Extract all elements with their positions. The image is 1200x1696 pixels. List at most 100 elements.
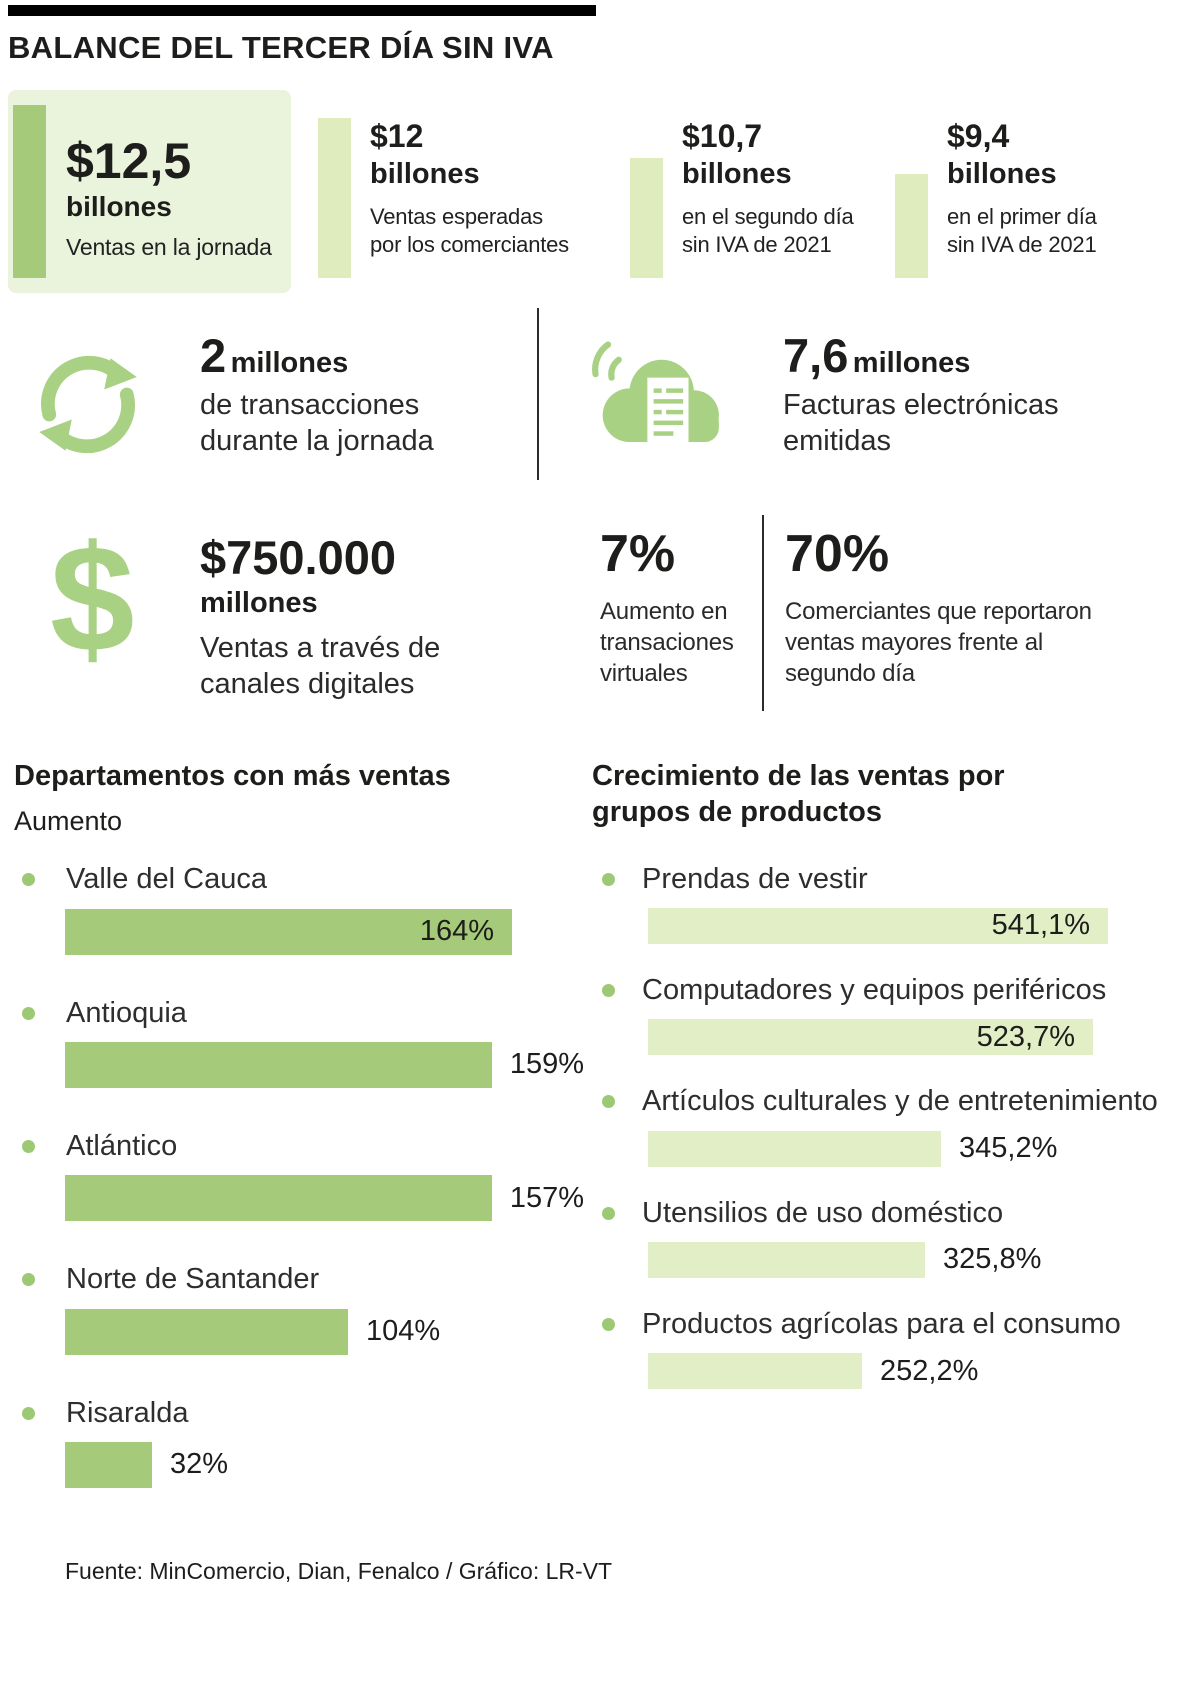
category-label: Computadores y equipos periféricos (642, 973, 1107, 1006)
value-bar (648, 1353, 862, 1390)
sync-arrows-icon (18, 342, 158, 472)
value-label: 541,1% (991, 909, 1090, 942)
category-label: Valle del Cauca (66, 863, 267, 896)
transactions-desc: de transacciones durante la jornada (200, 389, 434, 458)
category-label: Artículos culturales y de entretenimient… (642, 1085, 1158, 1118)
bullet-icon (602, 872, 615, 886)
transactions-stat: 2 millones de transacciones durante la j… (200, 332, 530, 460)
stat-value: $10,7 (682, 118, 763, 154)
stat-ventas-esperadas: $12 billones Ventas esperadas por los co… (318, 90, 583, 293)
chart-row: Antioquia 159% (14, 997, 584, 1088)
bullet-icon (602, 1317, 615, 1331)
stat-bar-icon (895, 174, 928, 278)
bullet-icon (602, 983, 615, 997)
bullet-icon (22, 1139, 35, 1153)
source-credit: Fuente: MinComercio, Dian, Fenalco / Grá… (65, 1558, 613, 1584)
digital-sales-unit: millones (200, 587, 318, 619)
stat-bar-icon (318, 118, 351, 278)
divider (762, 515, 764, 711)
digital-sales-stat: $750.000 millones Ventas a través de can… (200, 534, 530, 703)
stat-desc: Ventas esperadas por los comerciantes (370, 204, 569, 257)
stat-bar-icon (13, 105, 46, 278)
chart-row: Atlántico 157% (14, 1129, 584, 1222)
invoices-desc: Facturas electrónicas emitidas (783, 389, 1059, 458)
chart-row: Artículos culturales y de entretenimient… (592, 1085, 1192, 1167)
virtual-transactions-desc: Aumento en transaciones virtuales (600, 598, 734, 688)
bullet-icon (22, 1006, 35, 1020)
top-rule (8, 5, 596, 16)
value-bar: 523,7% (648, 1019, 1093, 1056)
chart-row: Valle del Cauca 164% (14, 863, 584, 955)
value-label: 164% (419, 915, 494, 948)
chart-row: Norte de Santander 104% (14, 1263, 584, 1355)
merchants-report-desc: Comerciantes que reportaron ventas mayor… (785, 598, 1092, 688)
value-label: 159% (509, 1048, 584, 1081)
stat-ventas-jornada: $12,5 billones Ventas en la jornada (8, 90, 291, 293)
chart-title: Crecimiento de las ventas por grupos de … (592, 760, 1005, 829)
value-label: 325,8% (943, 1243, 1042, 1276)
stat-desc: en el primer día sin IVA de 2021 (947, 204, 1097, 257)
divider (537, 308, 539, 480)
chart-row: Prendas de vestir 541,1% (592, 863, 1192, 944)
value-label: 523,7% (976, 1020, 1075, 1053)
chart-title: Departamentos con más ventas (14, 760, 451, 792)
bullet-icon (602, 1095, 615, 1109)
stat-desc: Ventas en la jornada (66, 234, 272, 260)
virtual-transactions-value: 7% (600, 525, 676, 583)
chart-row: Computadores y equipos periféricos 523,7% (592, 973, 1192, 1056)
stat-value: $9,4 (947, 118, 1010, 154)
category-label: Productos agrícolas para el consumo (642, 1307, 1121, 1340)
stat-value: $12 (370, 118, 424, 154)
digital-sales-value: $750.000 (200, 531, 397, 584)
transactions-value: 2 (200, 329, 227, 382)
stat-unit: billones (682, 158, 792, 190)
stat-unit: billones (370, 158, 480, 190)
chart-product-groups: Crecimiento de las ventas por grupos de … (592, 758, 1192, 1419)
bullet-icon (22, 1406, 35, 1420)
chart-row: Productos agrícolas para el consumo 252,2… (592, 1307, 1192, 1390)
value-label: 157% (509, 1181, 584, 1214)
chart-row: Risaralda 32% (14, 1397, 584, 1488)
virtual-transactions-stat: 7% Aumento en transaciones virtuales (600, 528, 760, 690)
value-label: 345,2% (959, 1132, 1058, 1165)
stat-desc: en el segundo día sin IVA de 2021 (682, 204, 854, 257)
value-bar: 164% (65, 908, 512, 955)
digital-sales-desc: Ventas a través de canales digitales (200, 632, 441, 701)
stat-primer-dia: $9,4 billones en el primer día sin IVA d… (895, 90, 1155, 293)
value-label: 104% (366, 1315, 441, 1348)
dollar-sign-icon: $ (50, 514, 135, 684)
chart-row: Utensilios de uso doméstico 325,8% (592, 1197, 1192, 1278)
stat-unit: billones (66, 191, 172, 222)
merchants-report-stat: 70% Comerciantes que reportaron ventas m… (785, 528, 1105, 690)
invoices-value: 7,6 (783, 329, 849, 382)
value-bar (65, 1175, 492, 1222)
invoices-unit: millones (852, 347, 971, 379)
value-bar (65, 1308, 348, 1355)
bullet-icon (22, 1273, 35, 1287)
value-bar: 541,1% (648, 907, 1108, 944)
category-label: Atlántico (66, 1129, 178, 1162)
page-title: BALANCE DEL TERCER DÍA SIN IVA (8, 30, 554, 65)
stat-value: $12,5 (66, 133, 192, 189)
stat-bar-icon (630, 158, 663, 278)
value-bar (65, 1041, 492, 1088)
value-bar (648, 1130, 941, 1167)
category-label: Risaralda (66, 1396, 189, 1429)
transactions-unit: millones (230, 347, 349, 379)
invoices-stat: 7,6 millones Facturas electrónicas emiti… (783, 332, 1113, 460)
category-label: Norte de Santander (66, 1263, 320, 1296)
value-bar (648, 1241, 925, 1278)
value-bar (65, 1441, 152, 1488)
chart-departments: Departamentos con más ventas Aumento Val… (14, 758, 584, 1530)
category-label: Prendas de vestir (642, 862, 868, 895)
stat-segundo-dia: $10,7 billones en el segundo día sin IVA… (630, 90, 890, 293)
bullet-icon (602, 1206, 615, 1220)
value-label: 32% (170, 1448, 229, 1481)
bullet-icon (22, 873, 35, 887)
category-label: Antioquia (66, 996, 187, 1029)
stat-unit: billones (947, 158, 1057, 190)
merchants-report-value: 70% (785, 525, 890, 583)
chart-subtitle: Aumento (14, 806, 123, 837)
electronic-invoice-cloud-icon (583, 332, 735, 482)
